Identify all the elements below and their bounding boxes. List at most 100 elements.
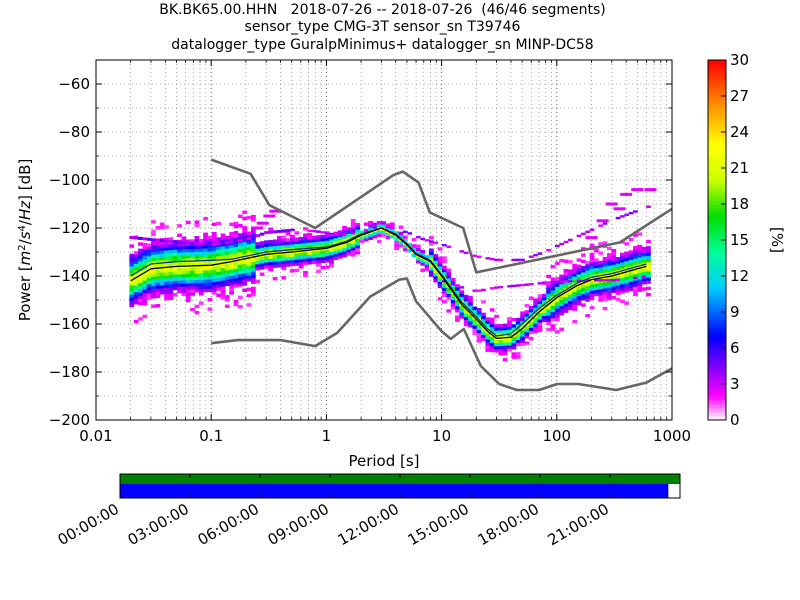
histogram-cell [207,307,213,311]
histogram-cell [294,240,300,244]
histogram-cell [533,304,538,309]
histogram-cell [602,297,608,301]
histogram-cell [146,249,152,254]
colorbar-swatch [708,388,726,393]
histogram-cell [324,256,330,260]
histogram-cell [537,322,543,326]
histogram-cell [333,240,339,245]
histogram-cell [607,253,612,257]
histogram-cell [142,286,148,291]
histogram-cell [485,339,491,343]
histogram-cell [246,303,252,307]
histogram-cell [294,262,300,266]
histogram-cell [637,276,643,280]
histogram-cell [528,305,534,310]
histogram-cell [281,241,287,246]
histogram-cell [481,315,486,320]
histogram-cell [472,289,478,292]
histogram-cell [433,241,439,244]
histogram-cell [185,273,191,278]
y-label-part-s: s [16,231,34,239]
histogram-cell [524,332,530,336]
histogram-cell [164,256,169,260]
histogram-cell [190,261,195,265]
histogram-cell [211,256,217,261]
histogram-cell [633,252,638,256]
histogram-cell [146,287,152,291]
histogram-cell [198,276,204,280]
colorbar-swatch [708,108,726,113]
histogram-cell [541,312,547,316]
histogram-cell [559,299,565,303]
histogram-cell [211,238,217,242]
histogram-cell [628,250,634,254]
histogram-cell [329,251,334,256]
histogram-cell [337,249,343,253]
histogram-cell [194,242,200,246]
histogram-cell [211,244,217,248]
histogram-cell [159,241,165,245]
histogram-cell [442,284,447,288]
histogram-cell [181,241,187,245]
histogram-cell [624,251,630,255]
histogram-cell [316,235,321,239]
histogram-cell [211,260,217,264]
histogram-cell [559,308,565,313]
histogram-cell [637,272,643,277]
histogram-cell [281,266,287,271]
histogram-cell [142,302,148,306]
histogram-cell [476,311,482,315]
histogram-cell [598,270,604,274]
histogram-cell [194,279,200,284]
histogram-cell [242,251,248,255]
histogram-cell [151,273,156,277]
histogram-cell [177,286,182,291]
histogram-cell [550,286,556,291]
histogram-cell [164,290,169,295]
y-tick-label: −180 [49,363,90,381]
histogram-cell [146,259,152,263]
histogram-cell [290,269,295,273]
histogram-cell [502,342,508,346]
histogram-cell [133,260,139,264]
colorbar-swatch [708,408,726,413]
histogram-cell [442,271,447,276]
histogram-cell [537,282,543,285]
histogram-cell [138,282,143,287]
histogram-cell [138,298,143,302]
colorbar-swatch [708,104,726,109]
histogram-cell [207,251,213,255]
histogram-cell [133,282,139,286]
histogram-cell [611,264,617,268]
histogram-cell [203,245,208,249]
colorbar-swatch [708,180,726,185]
colorbar-swatch [708,268,726,273]
histogram-cell [580,297,586,301]
histogram-cell [489,317,495,322]
histogram-cell [142,314,148,319]
histogram-cell [546,315,551,319]
histogram-cell [203,282,208,286]
histogram-cell [155,272,161,277]
histogram-cell [211,281,217,286]
histogram-cell [198,260,204,265]
y-label-part-slash-1: / [16,238,34,244]
histogram-cell [146,237,152,241]
histogram-cell [515,342,521,347]
histogram-cell [190,289,195,293]
histogram-cell [233,274,239,279]
histogram-cell [151,304,156,308]
histogram-cell [646,261,651,266]
histogram-cell [646,255,651,259]
histogram-cell [546,309,551,313]
chart-title-line-1: BK.BK65.00.HHN 2018-07-26 -- 2018-07-26 … [159,2,606,18]
histogram-cell [572,279,578,283]
histogram-cell [164,284,169,288]
histogram-cell [229,253,235,258]
histogram-cell [563,275,569,279]
histogram-cell [559,277,565,282]
histogram-cell [294,259,300,263]
histogram-cell [211,253,217,258]
histogram-cell [311,260,317,265]
